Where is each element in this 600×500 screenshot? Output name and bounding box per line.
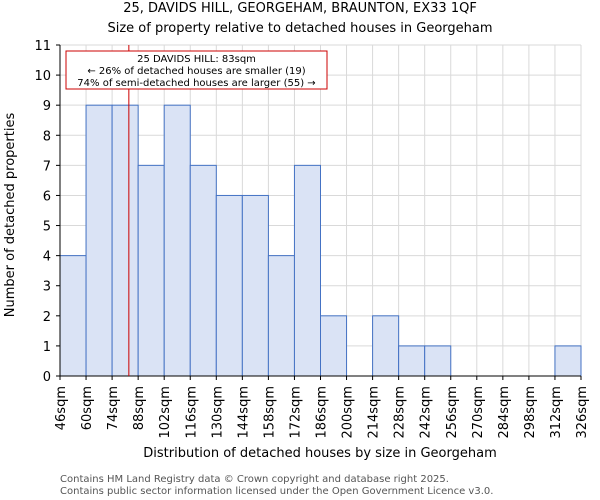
bar-158sqm (267, 255, 295, 377)
y-tick-label-9: 9 (43, 99, 51, 114)
x-axis-label: Distribution of detached houses by size … (143, 446, 497, 461)
x-tick-label-242sqm: 242sqm (419, 386, 434, 439)
x-tick-label-312sqm: 312sqm (549, 386, 564, 439)
bar-172sqm (293, 164, 322, 377)
annotation-line-1: 25 DAVIDS HILL: 83sqm (137, 54, 256, 65)
x-tick-label-298sqm: 298sqm (523, 386, 538, 439)
bar-88sqm (137, 164, 165, 377)
footer-line-1: Contains HM Land Registry data © Crown c… (60, 474, 449, 485)
x-tick-label-228sqm: 228sqm (393, 386, 408, 439)
bars (59, 104, 582, 377)
annotation-box: 25 DAVIDS HILL: 83sqm ← 26% of detached … (65, 50, 328, 90)
x-tick-label-200sqm: 200sqm (341, 386, 356, 439)
y-tick-label-11: 11 (34, 39, 51, 54)
annotation-line-3: 74% of semi-detached houses are larger (… (77, 78, 315, 89)
bar-312sqm (554, 345, 582, 377)
x-tick-label-116sqm: 116sqm (184, 386, 199, 439)
x-tick-label-74sqm: 74sqm (106, 386, 121, 430)
bar-130sqm (215, 194, 243, 377)
x-tick-label-102sqm: 102sqm (158, 386, 173, 439)
x-tick-label-214sqm: 214sqm (367, 386, 382, 439)
bar-242sqm (424, 345, 452, 377)
x-tick-labels: 46sqm 60sqm 74sqm 88sqm 102sqm 116sqm 130sqm 14… (54, 376, 590, 439)
y-tick-labels: 0 1 2 3 4 5 6 7 8 9 10 11 (34, 39, 60, 385)
y-tick-label-7: 7 (43, 159, 51, 174)
annotation-line-2: ← 26% of detached houses are smaller (19… (87, 66, 305, 77)
x-tick-label-60sqm: 60sqm (80, 386, 95, 430)
y-axis-label: Number of detached properties (3, 113, 18, 318)
x-tick-label-172sqm: 172sqm (288, 386, 303, 439)
chart-subtitle: Size of property relative to detached ho… (107, 21, 492, 36)
x-tick-label-130sqm: 130sqm (210, 386, 225, 439)
bar-46sqm (59, 255, 87, 377)
y-tick-label-5: 5 (43, 220, 51, 235)
x-tick-label-270sqm: 270sqm (471, 386, 486, 439)
bar-214sqm (372, 315, 400, 377)
x-tick-label-256sqm: 256sqm (445, 386, 460, 439)
bar-102sqm (163, 104, 191, 377)
bar-144sqm (241, 194, 269, 377)
y-tick-label-10: 10 (34, 69, 51, 84)
x-tick-label-88sqm: 88sqm (132, 386, 147, 430)
x-tick-label-326sqm: 326sqm (575, 386, 590, 439)
x-tick-label-46sqm: 46sqm (54, 386, 69, 430)
y-tick-label-3: 3 (43, 280, 51, 295)
footer-line-2: Contains public sector information licen… (60, 486, 493, 497)
x-tick-label-158sqm: 158sqm (262, 386, 277, 439)
x-tick-label-144sqm: 144sqm (236, 386, 251, 439)
bar-74sqm (111, 104, 139, 377)
y-tick-label-0: 0 (43, 370, 51, 385)
bar-228sqm (398, 345, 426, 377)
y-tick-label-6: 6 (43, 189, 51, 204)
bar-116sqm (189, 164, 217, 377)
y-tick-label-8: 8 (43, 129, 51, 144)
y-tick-label-4: 4 (43, 250, 51, 265)
x-tick-label-284sqm: 284sqm (497, 386, 512, 439)
bar-186sqm (320, 315, 348, 377)
x-tick-label-186sqm: 186sqm (315, 386, 330, 439)
y-tick-label-1: 1 (43, 340, 51, 355)
bar-60sqm (85, 104, 113, 377)
y-tick-label-2: 2 (43, 310, 51, 325)
chart-title: 25, DAVIDS HILL, GEORGEHAM, BRAUNTON, EX… (123, 1, 477, 16)
